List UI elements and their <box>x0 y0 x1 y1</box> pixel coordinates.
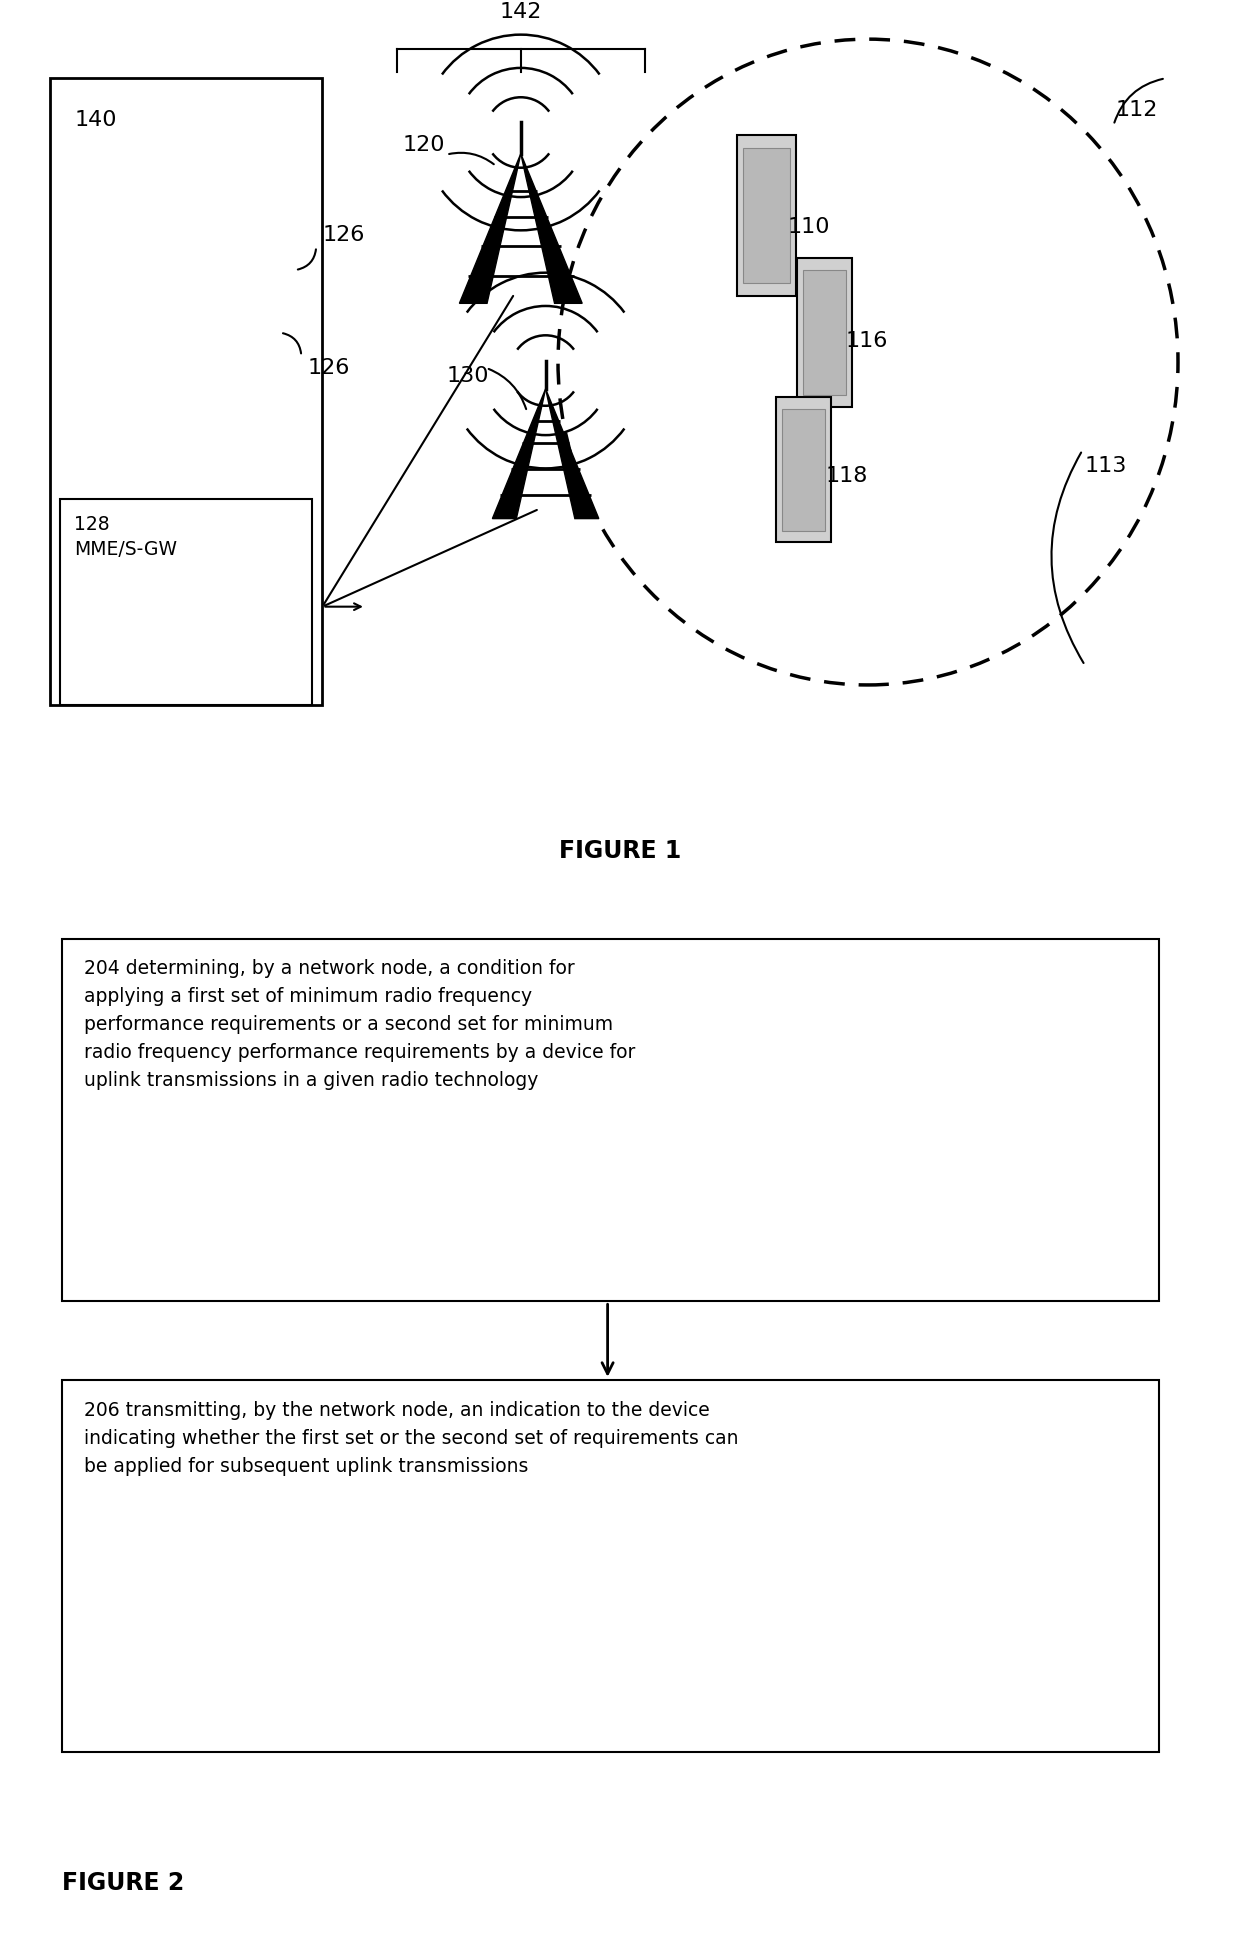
Text: 204 determining, by a network node, a condition for
applying a first set of mini: 204 determining, by a network node, a co… <box>84 959 636 1090</box>
Polygon shape <box>459 155 521 303</box>
Bar <box>781 409 826 530</box>
Text: 112: 112 <box>1116 100 1158 119</box>
Bar <box>62 1380 1159 1752</box>
Text: 206 transmitting, by the network node, an indication to the device
indicating wh: 206 transmitting, by the network node, a… <box>84 1401 739 1476</box>
Text: 126: 126 <box>308 358 350 378</box>
Bar <box>737 135 796 296</box>
Text: 130: 130 <box>446 366 489 386</box>
Text: 142: 142 <box>500 2 542 22</box>
Polygon shape <box>492 389 546 519</box>
Bar <box>50 78 322 705</box>
Text: 116: 116 <box>846 331 888 350</box>
Text: FIGURE 1: FIGURE 1 <box>559 840 681 863</box>
Text: 118: 118 <box>826 466 868 485</box>
Polygon shape <box>546 389 599 519</box>
Text: 140: 140 <box>74 110 117 129</box>
Text: FIGURE 2: FIGURE 2 <box>62 1871 185 1894</box>
Text: 126: 126 <box>322 225 365 245</box>
Polygon shape <box>521 155 583 303</box>
Text: 128
MME/S-GW: 128 MME/S-GW <box>74 515 177 558</box>
Bar <box>62 939 1159 1301</box>
Bar <box>60 499 312 705</box>
Bar <box>776 397 831 542</box>
Text: 113: 113 <box>1085 456 1127 476</box>
Bar <box>797 258 852 407</box>
Bar <box>743 149 790 282</box>
Text: 110: 110 <box>787 217 830 237</box>
Text: 120: 120 <box>403 135 445 155</box>
Bar <box>802 270 847 395</box>
